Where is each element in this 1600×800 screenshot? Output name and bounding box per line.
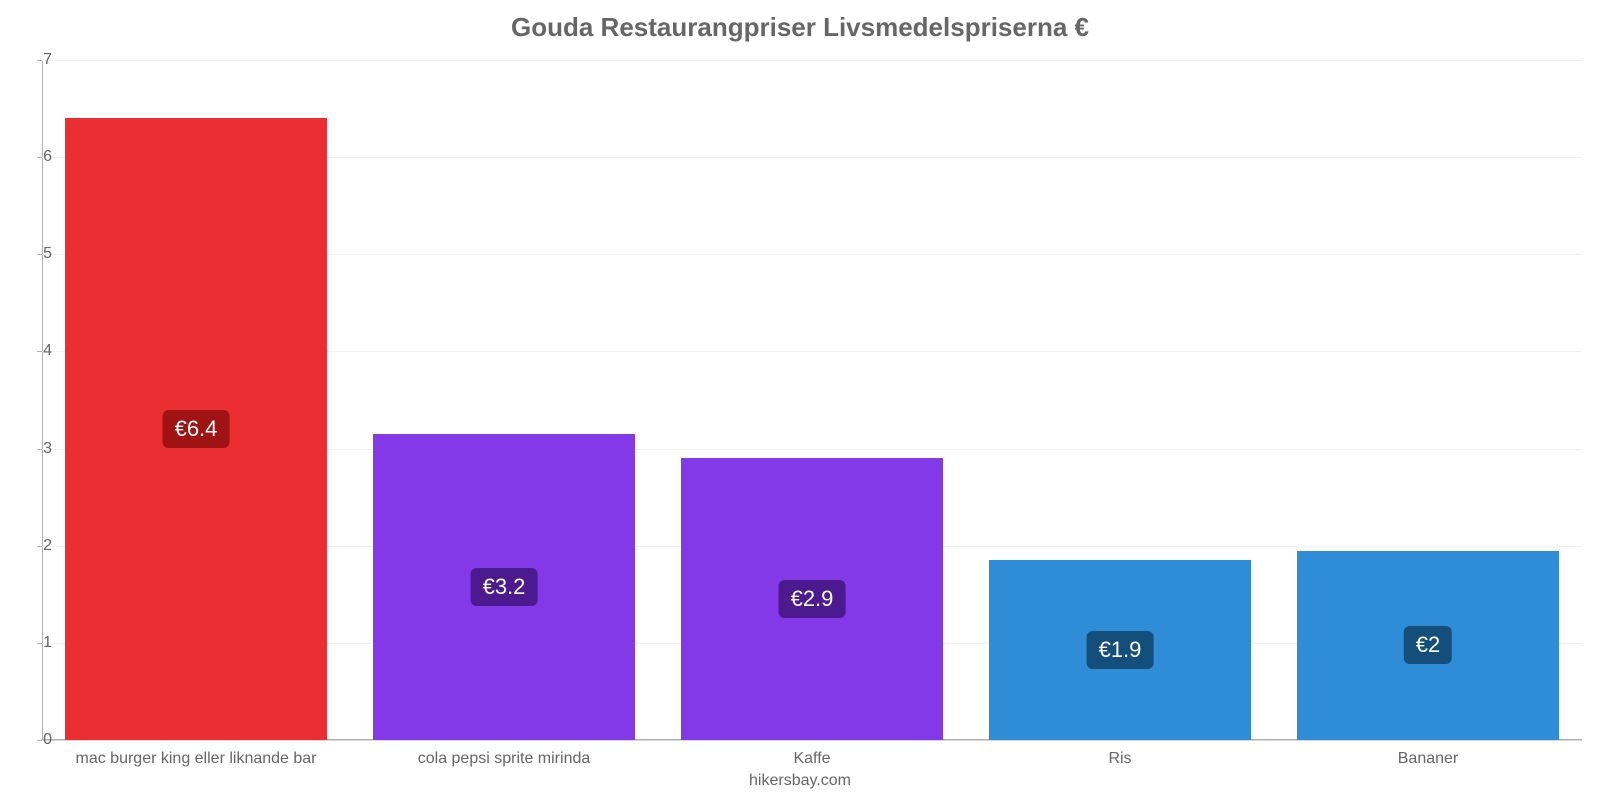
ytick-label: 1	[43, 634, 52, 652]
ytick-label: 4	[43, 342, 52, 360]
price-chart: Gouda Restaurangpriser Livsmedelsprisern…	[0, 0, 1600, 800]
source-label: hikersbay.com	[0, 772, 1600, 790]
ytick-mark	[37, 60, 42, 61]
bar-value-label: €6.4	[163, 410, 230, 448]
ytick-label: 2	[43, 537, 52, 555]
bar-value-label: €2.9	[779, 580, 846, 618]
xtick-label: Bananer	[1398, 750, 1459, 768]
xtick-label: mac burger king eller liknande bar	[75, 750, 316, 768]
ytick-mark	[37, 254, 42, 255]
bar-value-label: €2	[1404, 626, 1452, 664]
gridline	[42, 740, 1582, 741]
ytick-mark	[37, 157, 42, 158]
xtick-label: cola pepsi sprite mirinda	[418, 750, 591, 768]
ytick-label: 7	[43, 51, 52, 69]
ytick-label: 0	[43, 731, 52, 749]
ytick-mark	[37, 643, 42, 644]
ytick-label: 5	[43, 245, 52, 263]
xtick-label: Kaffe	[793, 750, 830, 768]
ytick-label: 3	[43, 440, 52, 458]
ytick-mark	[37, 740, 42, 741]
ytick-label: 6	[43, 148, 52, 166]
chart-title: Gouda Restaurangpriser Livsmedelsprisern…	[0, 12, 1600, 43]
bar-value-label: €1.9	[1087, 631, 1154, 669]
gridline	[42, 60, 1582, 61]
ytick-mark	[37, 449, 42, 450]
ytick-mark	[37, 351, 42, 352]
bar-value-label: €3.2	[471, 568, 538, 606]
ytick-mark	[37, 546, 42, 547]
plot-area: €6.4mac burger king eller liknande bar€3…	[42, 60, 1582, 740]
xtick-label: Ris	[1108, 750, 1131, 768]
